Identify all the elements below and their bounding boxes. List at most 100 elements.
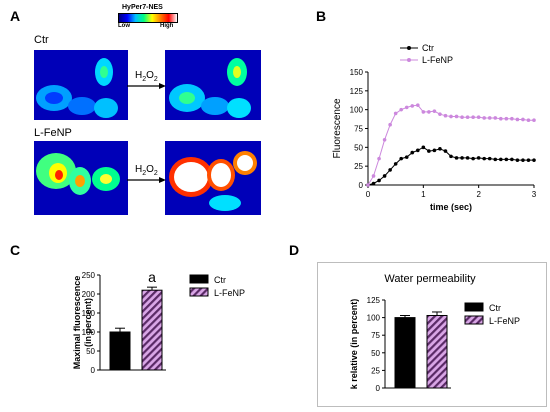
data-point (510, 116, 514, 121)
data-point (487, 116, 492, 120)
data-point (487, 156, 492, 161)
data-point (371, 174, 376, 178)
ctr-before-image (34, 50, 128, 120)
data-point (504, 116, 509, 121)
data-point (499, 116, 503, 121)
data-point (377, 156, 381, 161)
data-point (410, 104, 415, 108)
panel-letter-b: B (316, 8, 327, 24)
y-tick-label: 50 (86, 347, 95, 356)
y-tick-label: 0 (359, 181, 364, 190)
data-point (421, 145, 426, 150)
y-tick-label: 250 (82, 271, 96, 280)
legend-label-1: L-FeNP (489, 316, 520, 326)
data-point (521, 117, 525, 122)
data-point (404, 105, 409, 110)
data-point (493, 157, 498, 162)
legend-label-0: Ctr (489, 303, 501, 313)
lfenp-before-cells (36, 153, 120, 195)
data-point (515, 158, 520, 162)
data-point (382, 138, 387, 142)
data-point (476, 156, 481, 160)
data-point (388, 122, 392, 127)
colorbar-high-label: High (160, 23, 174, 29)
x-tick-label: 1 (421, 190, 426, 199)
colorbar (118, 13, 178, 23)
data-point (404, 155, 409, 159)
data-point (532, 118, 536, 123)
y-tick-label: 75 (371, 331, 380, 340)
legend-label-1: L-FeNP (214, 288, 245, 298)
legend-label-1: L-FeNP (422, 55, 453, 65)
y-tick-label: 25 (354, 162, 363, 171)
row-label-ctr: Ctr (34, 34, 49, 46)
panel-letter-c: C (10, 242, 21, 258)
h2o-label-lfenp: H2O2 (135, 164, 158, 177)
data-point (416, 103, 420, 107)
bar-ctr (394, 317, 416, 389)
significance-label: a (148, 269, 156, 285)
y-tick-label: 100 (350, 106, 364, 115)
data-point (449, 114, 453, 119)
data-point (471, 156, 475, 161)
y-tick-label: 150 (82, 309, 96, 318)
legend-swatch-1 (189, 287, 209, 297)
data-point (371, 181, 376, 186)
y-tick-label: 100 (367, 314, 381, 323)
data-point (449, 154, 453, 159)
ctr-after-image (165, 50, 261, 120)
data-point (399, 156, 404, 161)
y-tick-label: 0 (376, 384, 381, 393)
data-point (460, 156, 464, 160)
data-point (432, 109, 437, 113)
data-point (410, 150, 415, 155)
data-point (366, 183, 370, 187)
data-point (443, 113, 448, 118)
y-axis-title-line-0: k relative (in percent) (349, 299, 359, 390)
data-point (476, 115, 481, 119)
y-tick-label: 50 (354, 143, 363, 152)
data-point (421, 110, 426, 114)
data-point (499, 157, 503, 162)
data-point (532, 158, 536, 162)
data-point (454, 114, 459, 119)
x-tick-label: 0 (366, 190, 371, 199)
data-point (438, 112, 442, 116)
x-axis-title: time (sec) (430, 202, 472, 212)
legend-marker-0 (407, 46, 411, 50)
lfenp-after-image (165, 141, 261, 215)
legend-swatch-0 (464, 302, 484, 312)
data-point (382, 174, 387, 178)
y-axis-title-line-1: (in percent) (83, 298, 93, 347)
data-point (438, 147, 442, 151)
data-point (465, 115, 470, 119)
y-tick-label: 75 (354, 125, 363, 134)
colorbar-title: HyPer7-NES (122, 4, 163, 11)
data-point (493, 116, 498, 120)
x-tick-label: 3 (532, 190, 537, 199)
lfenp-after-cells (169, 151, 257, 211)
y-tick-label: 125 (367, 296, 381, 305)
y-tick-label: 100 (82, 328, 96, 337)
colorbar-low-label: Low (118, 23, 130, 29)
y-tick-label: 150 (350, 68, 364, 77)
y-tick-label: 50 (371, 349, 380, 358)
data-point (521, 158, 525, 162)
y-axis-title: Fluorescence (332, 98, 343, 158)
data-point (443, 149, 448, 153)
y-tick-label: 200 (82, 290, 96, 299)
data-point (482, 156, 487, 161)
legend-marker-1 (407, 58, 411, 62)
data-point (465, 156, 470, 160)
data-point (460, 115, 464, 119)
data-point (526, 158, 531, 162)
legend-label-0: Ctr (214, 275, 226, 285)
h2o-label-ctr: H2O2 (135, 70, 158, 83)
data-point (399, 107, 404, 112)
data-point (482, 116, 487, 120)
data-point (504, 157, 509, 162)
